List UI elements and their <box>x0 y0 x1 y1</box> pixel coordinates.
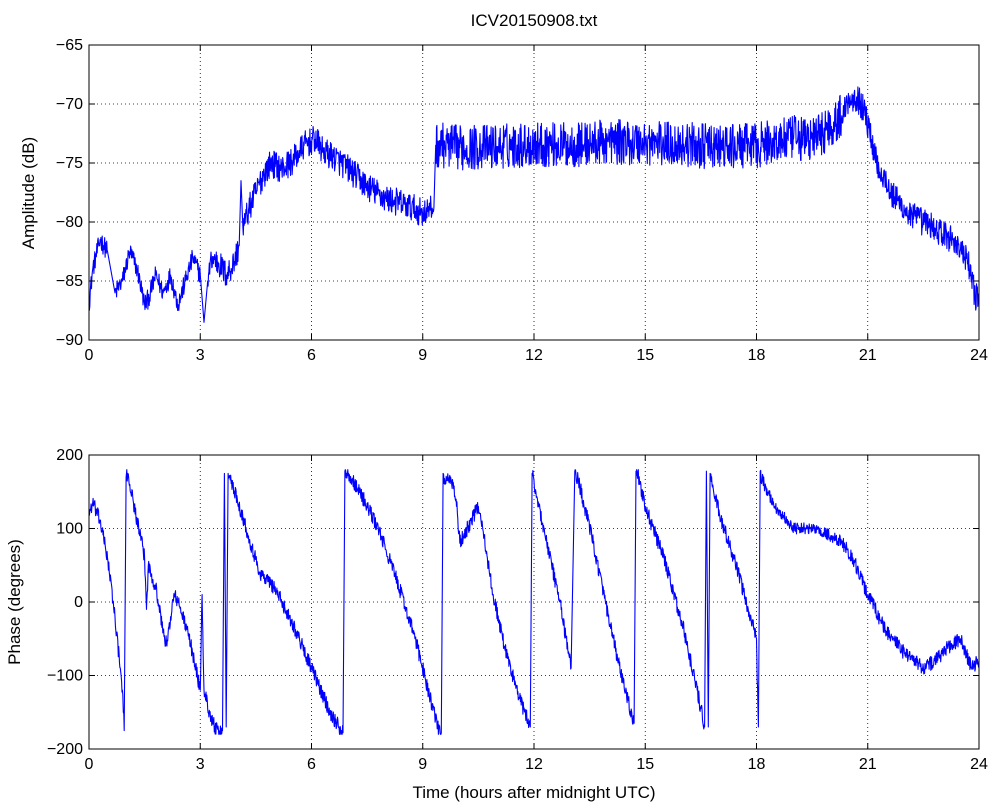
phase-y-tick-label: 200 <box>56 447 83 464</box>
phase-series-path <box>88 469 980 735</box>
phase-x-tick-label: 0 <box>85 756 94 773</box>
amplitude-series-path <box>88 86 980 323</box>
phase-x-tick-label: 12 <box>525 756 543 773</box>
amplitude-x-tick-label: 0 <box>85 347 94 364</box>
amplitude-y-tick-label: −85 <box>56 273 83 290</box>
amplitude-y-tick-label: −65 <box>56 37 83 54</box>
phase-plot: Phase (degrees) Time (hours after midnig… <box>5 447 988 802</box>
y-axis-label-amplitude: Amplitude (dB) <box>19 137 38 249</box>
phase-y-tick-label: −100 <box>47 668 83 685</box>
y-axis-label-phase: Phase (degrees) <box>5 539 24 665</box>
phase-x-tick-label: 21 <box>859 756 877 773</box>
phase-x-tick-label: 9 <box>418 756 427 773</box>
chart-title: ICV20150908.txt <box>471 11 598 30</box>
amplitude-x-tick-label: 12 <box>525 347 543 364</box>
amplitude-plot: ICV20150908.txt Amplitude (dB) 0 3 6 9 12 15 1… <box>19 11 988 364</box>
amplitude-x-tick-label: 9 <box>418 347 427 364</box>
amplitude-x-tick-label: 18 <box>748 347 766 364</box>
amplitude-x-tick-label: 21 <box>859 347 877 364</box>
amplitude-x-tick-label: 15 <box>636 347 654 364</box>
phase-y-tick-label: 100 <box>56 521 83 538</box>
phase-series-line <box>88 469 980 735</box>
amplitude-series-line <box>88 86 980 323</box>
amplitude-y-tick-label: −90 <box>56 332 83 349</box>
amplitude-grid <box>89 45 979 340</box>
phase-ticks: 0 3 6 9 12 15 18 21 24 200 100 0 −100 −200 <box>47 447 988 773</box>
amplitude-y-tick-label: −70 <box>56 96 83 113</box>
x-axis-label-time: Time (hours after midnight UTC) <box>412 783 655 802</box>
amplitude-y-tick-label: −80 <box>56 214 83 231</box>
phase-grid <box>89 455 979 749</box>
phase-x-tick-label: 24 <box>970 756 988 773</box>
amplitude-y-tick-label: −75 <box>56 155 83 172</box>
amplitude-x-tick-label: 3 <box>196 347 205 364</box>
phase-x-tick-label: 15 <box>636 756 654 773</box>
phase-y-tick-label: 0 <box>74 594 83 611</box>
amplitude-ticks: 0 3 6 9 12 15 18 21 24 −65 −70 −75 −80 −85 −90 <box>56 37 988 364</box>
amplitude-x-tick-label: 24 <box>970 347 988 364</box>
phase-x-tick-label: 18 <box>748 756 766 773</box>
phase-x-tick-label: 6 <box>307 756 316 773</box>
phase-x-tick-label: 3 <box>196 756 205 773</box>
phase-y-tick-label: −200 <box>47 741 83 758</box>
amplitude-x-tick-label: 6 <box>307 347 316 364</box>
